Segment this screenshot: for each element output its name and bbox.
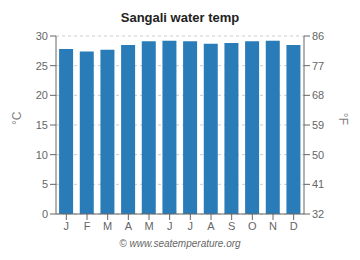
- svg-text:10: 10: [36, 149, 48, 161]
- svg-text:D: D: [290, 220, 298, 232]
- svg-text:S: S: [228, 220, 235, 232]
- svg-text:O: O: [248, 220, 257, 232]
- svg-text:J: J: [64, 220, 69, 232]
- svg-text:32: 32: [312, 208, 324, 220]
- svg-text:N: N: [269, 220, 277, 232]
- svg-text:M: M: [144, 220, 153, 232]
- svg-text:M: M: [103, 220, 112, 232]
- svg-text:°F: °F: [336, 113, 350, 125]
- svg-text:20: 20: [36, 89, 48, 101]
- svg-text:5: 5: [42, 178, 48, 190]
- svg-text:15: 15: [36, 119, 48, 131]
- svg-text:A: A: [207, 220, 215, 232]
- svg-text:F: F: [84, 220, 91, 232]
- svg-text:50: 50: [312, 149, 324, 161]
- svg-text:59: 59: [312, 119, 324, 131]
- svg-text:30: 30: [36, 30, 48, 42]
- svg-text:J: J: [167, 220, 173, 232]
- svg-text:A: A: [125, 220, 133, 232]
- svg-text:°C: °C: [10, 111, 24, 125]
- svg-text:68: 68: [312, 89, 324, 101]
- svg-text:25: 25: [36, 60, 48, 72]
- html-text:Sangali water temp: Sangali water temp: [120, 10, 240, 25]
- svg-text:41: 41: [312, 178, 324, 190]
- html-text:© www.seatemperature.org: © www.seatemperature.org: [119, 238, 241, 249]
- svg-text:86: 86: [312, 30, 324, 42]
- svg-text:J: J: [188, 220, 194, 232]
- svg-text:0: 0: [42, 208, 48, 220]
- svg-text:77: 77: [312, 60, 324, 72]
